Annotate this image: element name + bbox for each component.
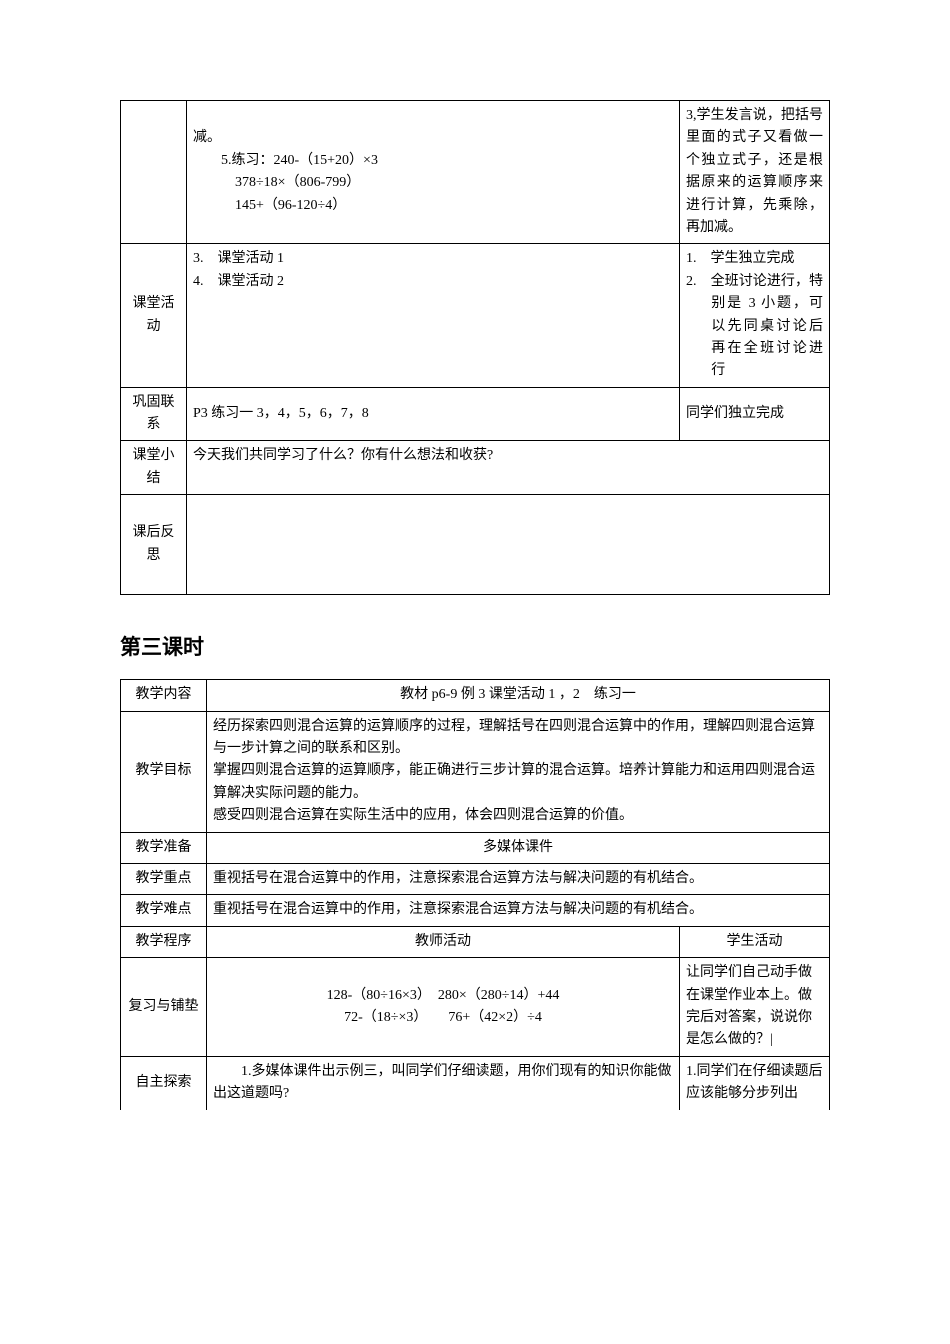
row-label-cell: 教学重点 [121,863,207,894]
table-row: 教学内容 教材 p6-9 例 3 课堂活动 1 ，2 练习一 [121,680,830,711]
table-row: 复习与铺垫 128-（80÷16×3） 280×（280÷14）+44 72-（… [121,958,830,1057]
text: 教师活动 [415,934,471,949]
text: 课堂小结 [127,445,180,490]
text: 1.同学们在仔细读题后应该能够分步列出 [686,1064,823,1101]
text: 今天我们共同学习了什么？你有什么想法和收获? [193,448,493,463]
text: 教学程序 [136,934,192,949]
table-row: 巩固联系 P3 练习一 3，4，5，6，7，8 同学们独立完成 [121,387,830,441]
content-cell: 经历探索四则混合运算的运算顺序的过程，理解括号在四则混合运算中的作用，理解四则混… [207,711,830,832]
student-cell: 同学们独立完成 [680,387,830,441]
text: 教学目标 [136,763,192,778]
text: 自主探索 [136,1075,192,1090]
text: 教材 p6-9 例 3 课堂活动 1 ，2 练习一 [400,687,636,702]
table-row: 教学重点 重视括号在混合运算中的作用，注意探索混合运算方法与解决问题的有机结合。 [121,863,830,894]
text: P3 练习一 3，4，5，6，7，8 [193,406,369,421]
row-label-cell: 课堂活动 [121,244,187,387]
text: 课堂活动 [127,293,180,338]
table-row: 课堂活动 3. 课堂活动 1 4. 课堂活动 2 1. 学生独立完成 2. 全班… [121,244,830,387]
student-cell: 让同学们自己动手做在课堂作业本上。做完后对答案，说说你是怎么做的？| [679,958,829,1057]
row-label-cell: 教学目标 [121,711,207,832]
table-row: 课堂小结 今天我们共同学习了什么？你有什么想法和收获? [121,441,830,495]
teacher-cell: P3 练习一 3，4，5，6，7，8 [187,387,680,441]
text: 课后反思 [127,522,180,567]
text: 教学准备 [136,840,192,855]
text: 3. 课堂活动 1 [193,251,284,266]
text: 减。 [193,130,221,145]
text: 经历探索四则混合运算的运算顺序的过程，理解括号在四则混合运算中的作用，理解四则混… [213,719,815,756]
text: 巩固联系 [127,392,180,437]
text: 教学难点 [136,902,192,917]
text: 378÷18×（806-799） [193,172,673,194]
text: 128-（80÷16×3） 280×（280÷14）+44 [327,988,560,1003]
text: 复习与铺垫 [129,999,199,1014]
text: 1. 学生独立完成 [686,251,795,266]
text: 1.多媒体课件出示例三，叫同学们仔细读题，用你们现有的知识你能做出这道题吗? [213,1064,672,1101]
text: 感受四则混合运算在实际生活中的应用，体会四则混合运算的价值。 [213,808,633,823]
row-label-cell: 教学程序 [121,926,207,957]
row-label-cell: 课后反思 [121,495,187,595]
row-label-cell: 自主探索 [121,1056,207,1109]
text: 145+（96-120÷4） [193,195,673,217]
text: 第三课时 [120,636,204,659]
text: 3,学生发言说，把括号里面的式子又看做一个独立式子，还是根据原来的运算顺序来进行… [686,105,823,239]
text: 掌握四则混合运算的运算顺序，能正确进行三步计算的混合运算。培养计算能力和运用四则… [213,763,815,800]
row-label-cell: 复习与铺垫 [121,958,207,1057]
text: 重视括号在混合运算中的作用，注意探索混合运算方法与解决问题的有机结合。 [213,902,703,917]
teacher-cell: 今天我们共同学习了什么？你有什么想法和收获? [187,441,830,495]
table-row: 教学难点 重视括号在混合运算中的作用，注意探索混合运算方法与解决问题的有机结合。 [121,895,830,926]
content-cell: 重视括号在混合运算中的作用，注意探索混合运算方法与解决问题的有机结合。 [207,895,830,926]
text: 多媒体课件 [483,840,553,855]
row-label-cell: 教学难点 [121,895,207,926]
text: 教学内容 [136,687,192,702]
section-heading: 第三课时 [120,631,830,661]
row-label-cell [121,101,187,244]
row-label-cell: 教学准备 [121,832,207,863]
student-header: 学生活动 [679,926,829,957]
teacher-cell: 128-（80÷16×3） 280×（280÷14）+44 72-（18÷×3）… [207,958,680,1057]
table-row: 减。 5.练习：240-（15+20）×3 378÷18×（806-799） 1… [121,101,830,244]
text: 4. 课堂活动 2 [193,274,284,289]
student-cell: 3,学生发言说，把括号里面的式子又看做一个独立式子，还是根据原来的运算顺序来进行… [680,101,830,244]
text: 让同学们自己动手做在课堂作业本上。做完后对答案，说说你是怎么做的？| [686,965,812,1047]
table-row: 教学程序 教师活动 学生活动 [121,926,830,957]
empty-cell [187,495,830,595]
lesson-table-2: 教学内容 教材 p6-9 例 3 课堂活动 1 ，2 练习一 教学目标 经历探索… [120,679,830,1109]
table-row: 课后反思 [121,495,830,595]
table-row: 自主探索 1.多媒体课件出示例三，叫同学们仔细读题，用你们现有的知识你能做出这道… [121,1056,830,1109]
text: 同学们独立完成 [686,406,784,421]
lesson-table-1: 减。 5.练习：240-（15+20）×3 378÷18×（806-799） 1… [120,100,830,595]
table-row: 教学目标 经历探索四则混合运算的运算顺序的过程，理解括号在四则混合运算中的作用，… [121,711,830,832]
student-cell: 1. 学生独立完成 2. 全班讨论进行，特别是 3 小题，可以先同桌讨论后再在全… [680,244,830,387]
text: 72-（18÷×3） 76+（42×2）÷4 [344,1010,542,1025]
text: 重视括号在混合运算中的作用，注意探索混合运算方法与解决问题的有机结合。 [213,871,703,886]
teacher-cell: 1.多媒体课件出示例三，叫同学们仔细读题，用你们现有的知识你能做出这道题吗? [207,1056,680,1109]
student-cell: 1.同学们在仔细读题后应该能够分步列出 [679,1056,829,1109]
row-label-cell: 教学内容 [121,680,207,711]
row-label-cell: 课堂小结 [121,441,187,495]
table-row: 教学准备 多媒体课件 [121,832,830,863]
content-cell: 重视括号在混合运算中的作用，注意探索混合运算方法与解决问题的有机结合。 [207,863,830,894]
teacher-cell: 3. 课堂活动 1 4. 课堂活动 2 [187,244,680,387]
text: 5.练习：240-（15+20）×3 [193,150,673,172]
row-label-cell: 巩固联系 [121,387,187,441]
content-cell: 多媒体课件 [207,832,830,863]
page-container: 减。 5.练习：240-（15+20）×3 378÷18×（806-799） 1… [0,0,950,1170]
text: 学生活动 [726,934,782,949]
text: 教学重点 [136,871,192,886]
teacher-header: 教师活动 [207,926,680,957]
teacher-cell: 减。 5.练习：240-（15+20）×3 378÷18×（806-799） 1… [187,101,680,244]
text: 2. 全班讨论进行，特别是 3 小题，可以先同桌讨论后再在全班讨论进行 [686,271,823,383]
content-cell: 教材 p6-9 例 3 课堂活动 1 ，2 练习一 [207,680,830,711]
